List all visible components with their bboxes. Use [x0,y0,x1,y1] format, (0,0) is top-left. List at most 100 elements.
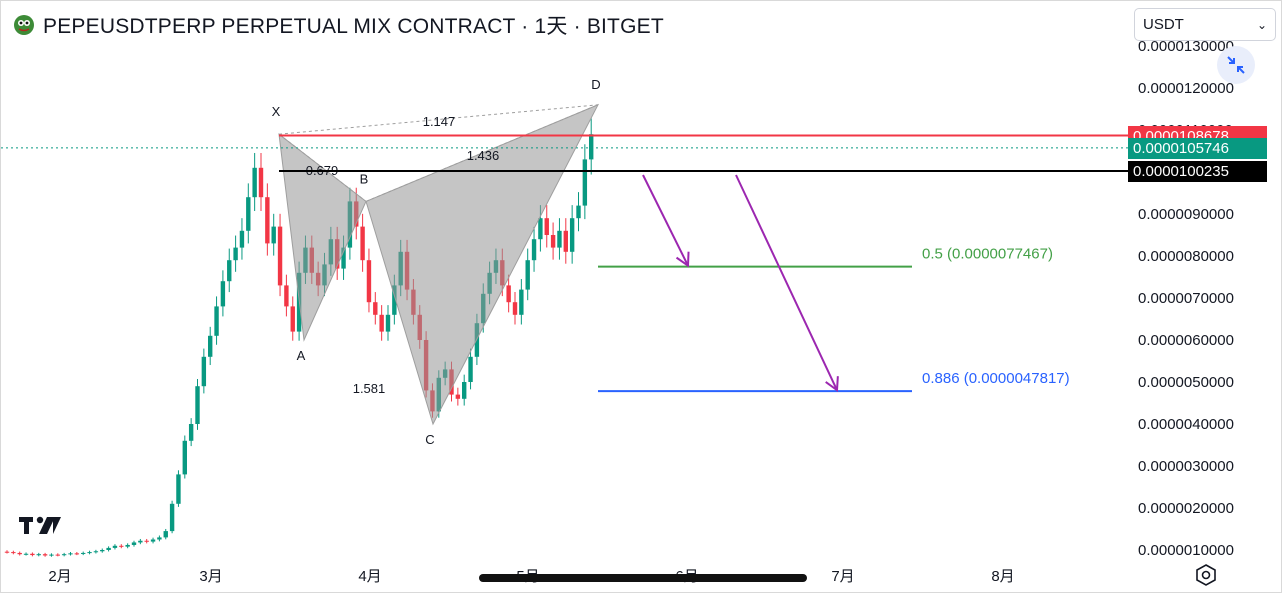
price-tag: 0.0000100235 [1128,161,1267,182]
candle-body [582,159,588,206]
candle-body [169,503,175,532]
y-tick-label: 0.0000070000 [1138,290,1234,307]
pattern-point-label-d: D [591,77,600,92]
candle-body [277,226,283,286]
candle-body [550,235,556,248]
horizontal-lines [1,134,1128,173]
candle-body [131,542,137,545]
candle-body [239,230,245,248]
hexagon-settings-icon[interactable] [1194,563,1218,587]
candle-body [112,545,118,548]
candle-body [576,205,581,219]
candle-body [271,226,276,244]
pattern-ratio-label: 1.436 [467,148,500,163]
projection-arrowhead [675,251,690,268]
candle-body [379,314,384,332]
candle-body [81,552,86,554]
x-tick-label: 2月 [48,568,71,585]
candle-body [563,230,568,252]
pattern-ratio-label: 1.581 [353,381,386,396]
candle-body [525,260,530,290]
candle-body [341,247,346,269]
candle-body [208,335,213,357]
pattern-point-label-a: A [297,348,306,363]
chevron-down-icon: ⌄ [1256,17,1267,32]
x-tick-label: 4月 [358,568,381,585]
candle-body [100,550,105,552]
y-tick-label: 0.0000120000 [1138,80,1234,97]
candle-body [227,260,232,282]
candle-body [506,285,511,303]
candle-body [87,552,92,554]
candle-body [144,540,149,542]
candle-body [544,218,549,235]
candle-body [252,167,257,198]
y-tick-label: 0.0000030000 [1138,458,1234,475]
y-tick-label: 0.0000040000 [1138,416,1234,433]
candle-body [55,554,60,556]
candle-body [68,553,73,555]
candle-body [125,544,130,547]
candle-body [519,289,524,315]
fib-level-label: 0.5 (0.0000077467) [922,246,1053,263]
candle-body [201,356,207,387]
y-tick-label: 0.0000020000 [1138,500,1234,517]
candle-body [265,197,270,244]
pattern-xd-line [278,104,599,135]
pattern-xb-line [278,133,367,202]
price-tag: 0.0000105746 [1128,137,1267,159]
y-tick-label: 0.0000050000 [1138,374,1234,391]
candle-body [163,531,168,538]
candle-body [195,386,200,424]
scroll-handle[interactable] [479,574,807,582]
candle-body [392,285,397,315]
candle-body [36,554,41,556]
candle-body [538,218,543,240]
y-tick-label: 0.0000080000 [1138,248,1234,265]
collapse-arrows-icon [1227,56,1245,74]
fib-level-label: 0.886 (0.0000047817) [922,370,1070,387]
projection-arrow [735,174,838,391]
y-tick-label: 0.0000010000 [1138,542,1234,559]
candle-body [589,134,594,160]
projection-arrow [642,174,689,267]
candle-body [468,356,473,382]
collapse-button[interactable] [1217,46,1255,84]
pattern-point-label-x: X [272,104,281,119]
y-tick-label-partial: 0.0000130000 [1138,38,1234,55]
currency-value: USDT [1143,16,1184,33]
pattern-point-label-c: C [425,432,434,447]
candle-body [49,554,54,556]
candle-body [11,552,16,554]
candle-body [138,540,143,543]
candle-body [385,314,391,332]
candle-body [61,554,67,556]
candle-body [150,539,156,542]
pattern-point-label-b: B [360,171,369,186]
candle-body [4,551,10,553]
candle-body [106,547,111,550]
chart-title: PEPEUSDTPERP PERPETUAL MIX CONTRACT · 1天… [43,15,664,38]
candle-body [188,424,194,441]
candle-body [569,218,575,252]
x-tick-label: 7月 [831,568,854,585]
candle-body [182,440,187,475]
candle-body [284,285,289,307]
projection-arrowhead [825,376,839,393]
candle-body [246,197,251,231]
tradingview-logo-icon[interactable] [19,514,61,536]
candle-body [360,226,365,261]
candle-body [366,260,372,303]
pattern-triangle-bcd [365,103,600,426]
currency-select[interactable]: USDT ⌄ [1134,8,1276,41]
x-tick-label: 8月 [991,568,1014,585]
candle-body [214,306,219,336]
candle-body [119,545,124,547]
pattern-ratio-label: 1.147 [423,114,456,129]
price-axis[interactable]: 0.00001300000.00001200000.00001100000.00… [1138,38,1234,559]
y-tick-label: 0.0000090000 [1138,206,1234,223]
candle-body [17,552,22,555]
candle-body [30,553,35,556]
candle-body [290,306,295,332]
